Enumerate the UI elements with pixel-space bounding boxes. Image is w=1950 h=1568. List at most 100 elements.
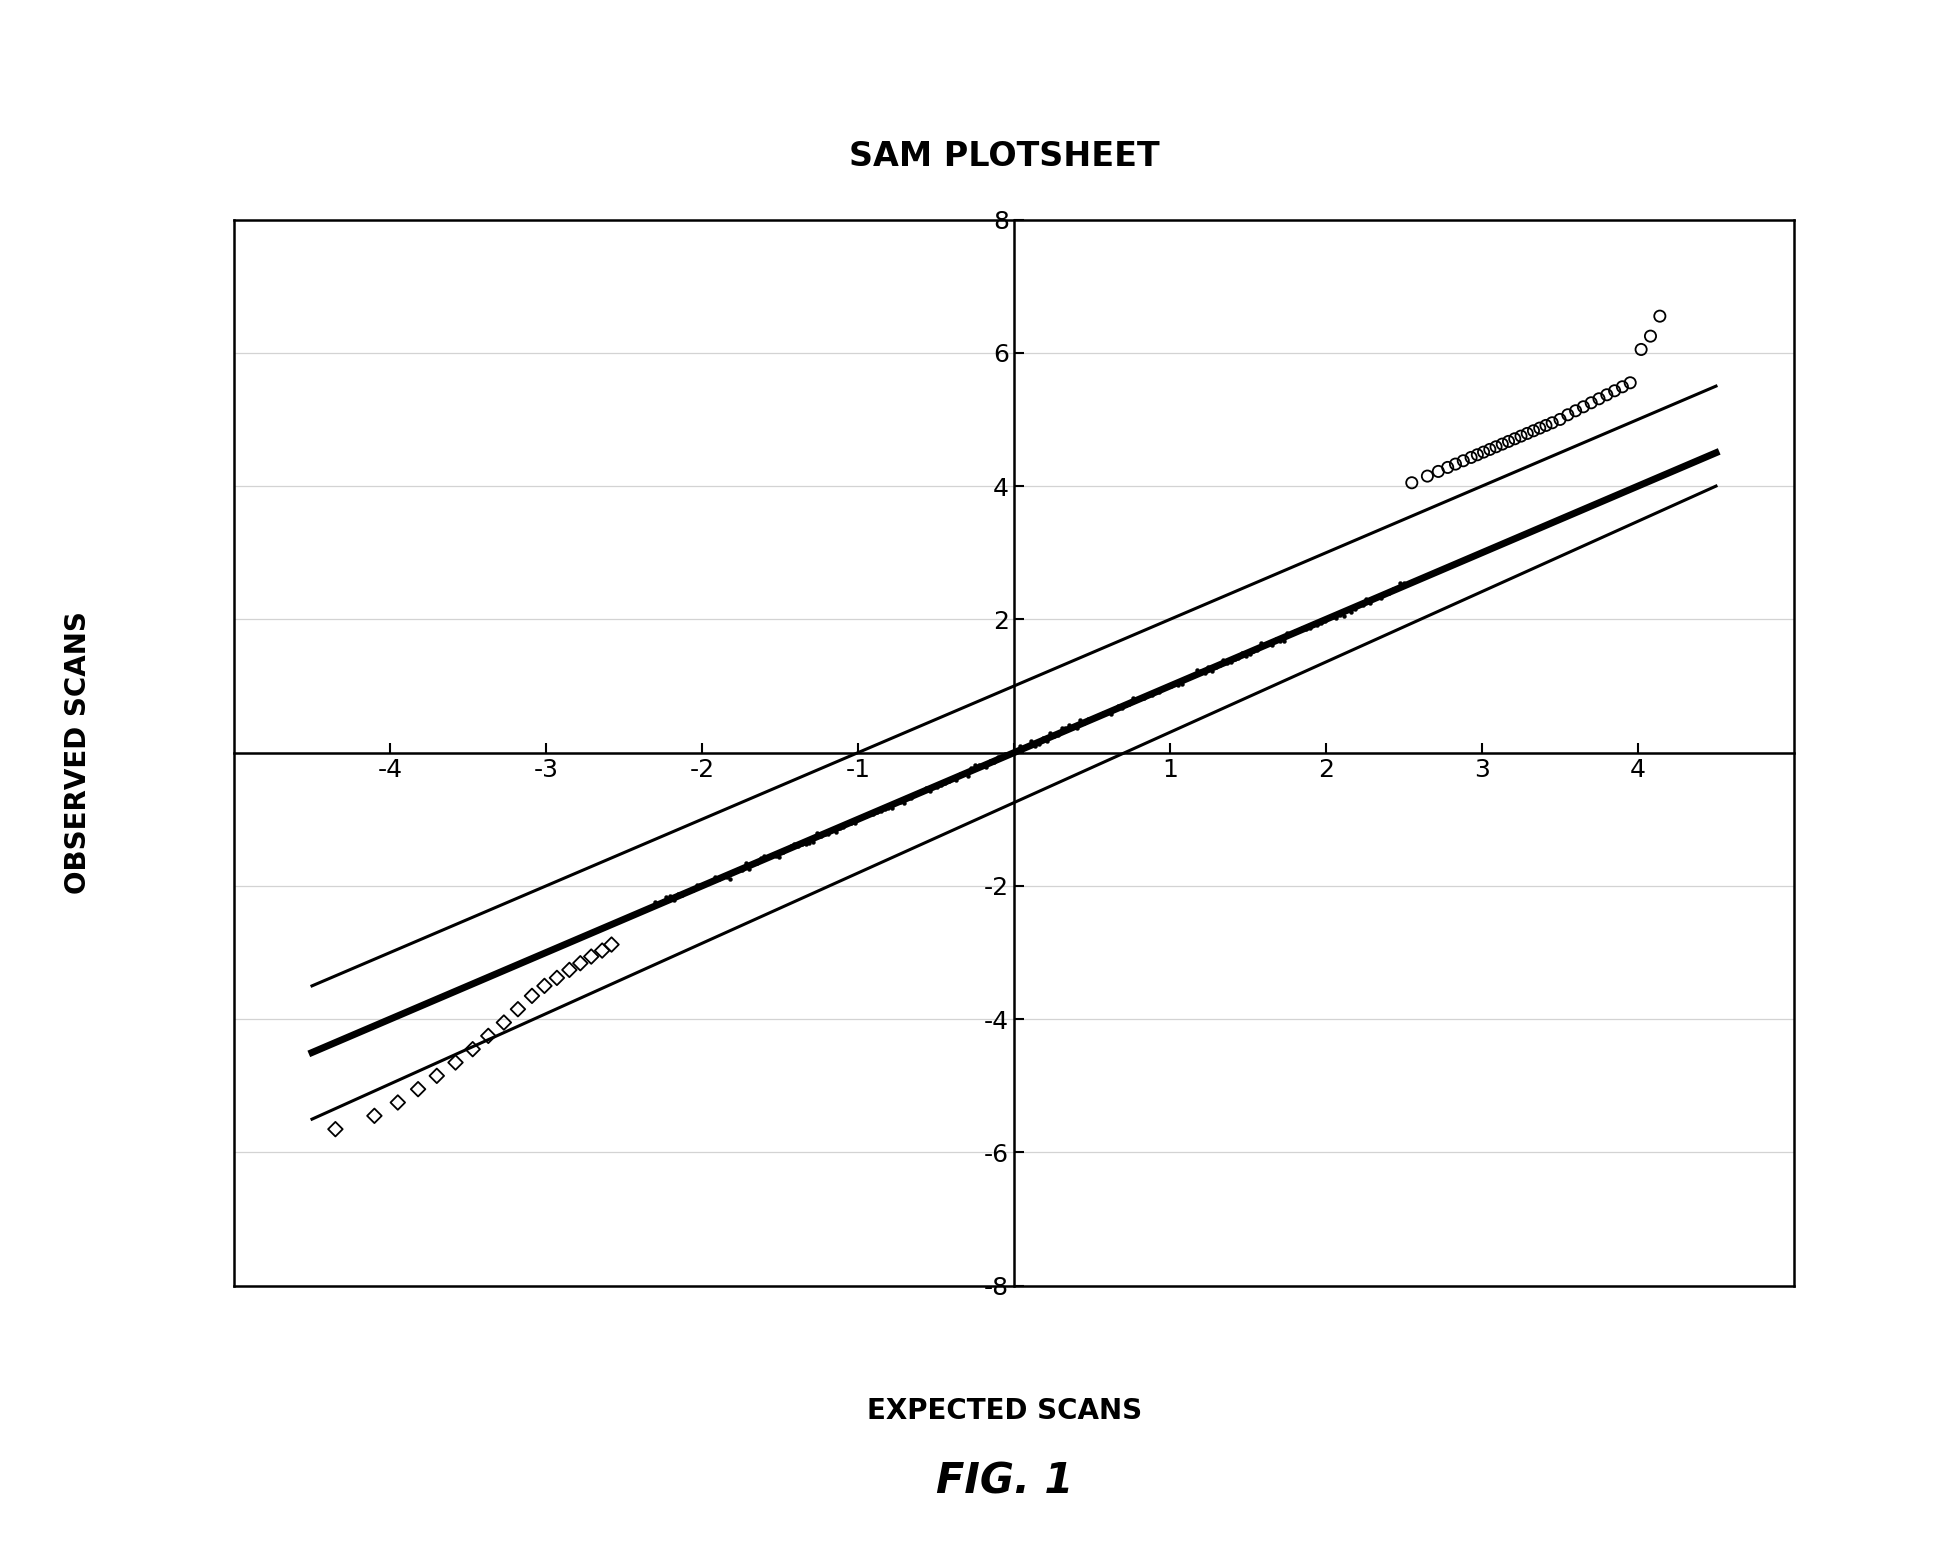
Point bbox=[716, 867, 747, 892]
Text: OBSERVED SCANS: OBSERVED SCANS bbox=[64, 612, 92, 894]
Point bbox=[854, 801, 885, 826]
Point bbox=[1125, 685, 1156, 710]
Point bbox=[809, 822, 840, 847]
Point bbox=[1088, 701, 1119, 726]
Point bbox=[1544, 406, 1576, 431]
Point bbox=[817, 817, 848, 842]
Point bbox=[948, 760, 979, 786]
Point bbox=[1377, 577, 1408, 602]
Point bbox=[1227, 640, 1258, 665]
Point bbox=[874, 795, 905, 820]
Point bbox=[878, 795, 909, 820]
Point bbox=[831, 811, 862, 836]
Point bbox=[895, 786, 926, 811]
Point bbox=[1486, 431, 1517, 456]
Point bbox=[725, 858, 757, 883]
Point bbox=[1439, 452, 1470, 477]
Point bbox=[887, 790, 918, 815]
Point bbox=[1531, 412, 1562, 437]
Point bbox=[1211, 651, 1242, 676]
Point bbox=[749, 844, 780, 869]
Point bbox=[1193, 655, 1225, 681]
Point bbox=[1041, 723, 1072, 748]
Point bbox=[1057, 713, 1088, 739]
Point bbox=[587, 938, 618, 963]
Point bbox=[1141, 679, 1172, 704]
Point bbox=[1260, 627, 1291, 652]
Point bbox=[1113, 691, 1145, 717]
Point bbox=[382, 1090, 413, 1115]
Point bbox=[720, 858, 751, 883]
Point bbox=[989, 742, 1020, 767]
Point bbox=[879, 790, 911, 815]
Point bbox=[1560, 398, 1591, 423]
Point bbox=[696, 869, 727, 894]
Point bbox=[1254, 632, 1285, 657]
Point bbox=[1084, 702, 1115, 728]
Point bbox=[517, 983, 548, 1008]
Point bbox=[1306, 610, 1338, 635]
Point bbox=[926, 773, 957, 798]
Point bbox=[1238, 638, 1269, 663]
Point bbox=[907, 779, 938, 804]
Point bbox=[681, 873, 712, 898]
Point bbox=[1242, 637, 1273, 662]
Point bbox=[866, 798, 897, 823]
Point bbox=[640, 891, 671, 916]
Point bbox=[1268, 629, 1299, 654]
Point bbox=[1154, 674, 1186, 699]
Point bbox=[704, 867, 735, 892]
Point bbox=[838, 811, 870, 836]
Point bbox=[842, 806, 874, 831]
Point bbox=[1256, 632, 1287, 657]
Point bbox=[846, 804, 878, 829]
Point bbox=[712, 864, 743, 889]
Point bbox=[1137, 682, 1168, 707]
Point bbox=[934, 768, 965, 793]
Point bbox=[1607, 375, 1638, 400]
Point bbox=[1340, 596, 1371, 621]
Point bbox=[684, 872, 716, 897]
Point bbox=[1615, 370, 1646, 395]
Point bbox=[528, 974, 560, 999]
Point bbox=[1591, 383, 1622, 408]
Point bbox=[1455, 445, 1486, 470]
Point bbox=[870, 797, 901, 822]
Text: SAM PLOTSHEET: SAM PLOTSHEET bbox=[848, 140, 1160, 174]
Point bbox=[1207, 648, 1238, 673]
Point bbox=[722, 856, 753, 881]
Point bbox=[1008, 735, 1039, 760]
Point bbox=[1186, 659, 1217, 684]
Point bbox=[692, 870, 723, 895]
Point bbox=[1028, 726, 1059, 751]
Point bbox=[1344, 593, 1375, 618]
Point bbox=[1190, 660, 1221, 685]
Point bbox=[1626, 337, 1658, 362]
Point bbox=[1576, 390, 1607, 416]
Point bbox=[911, 775, 942, 800]
Point bbox=[1102, 693, 1133, 718]
Point bbox=[1359, 586, 1390, 612]
Point bbox=[1197, 659, 1228, 684]
Point bbox=[1182, 657, 1213, 682]
Point bbox=[1275, 621, 1306, 646]
Point bbox=[1178, 662, 1209, 687]
Point bbox=[1517, 419, 1548, 444]
Point bbox=[1215, 649, 1246, 674]
Point bbox=[1203, 652, 1234, 677]
Point bbox=[1094, 701, 1125, 726]
Point bbox=[1279, 618, 1310, 643]
Point bbox=[1004, 734, 1035, 759]
Point bbox=[940, 767, 971, 792]
Point bbox=[1145, 679, 1176, 704]
Point bbox=[967, 754, 998, 779]
Text: FIG. 1: FIG. 1 bbox=[936, 1461, 1072, 1502]
Point bbox=[669, 881, 700, 906]
Point bbox=[1525, 416, 1556, 441]
Point bbox=[1271, 621, 1303, 646]
Point bbox=[1568, 394, 1599, 419]
Point bbox=[764, 844, 796, 869]
Point bbox=[835, 811, 866, 836]
Point bbox=[801, 820, 833, 845]
Point bbox=[421, 1063, 452, 1088]
